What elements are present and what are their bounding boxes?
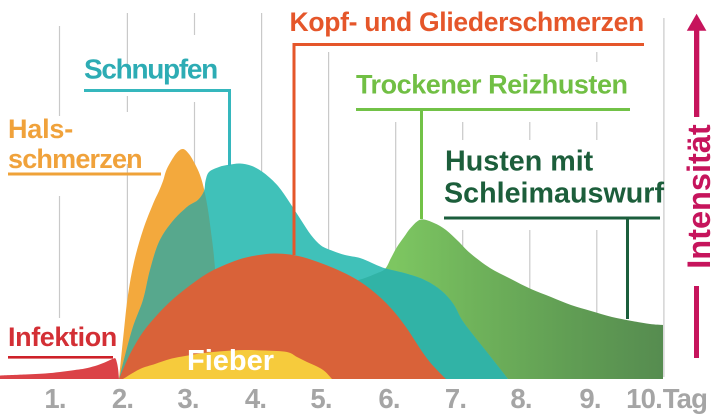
svg-text:Infektion: Infektion xyxy=(8,322,117,352)
svg-text:schmerzen: schmerzen xyxy=(8,144,142,174)
svg-text:10.: 10. xyxy=(626,383,662,414)
svg-text:Intensität: Intensität xyxy=(681,124,717,269)
svg-text:4.: 4. xyxy=(245,383,266,414)
svg-text:Fieber: Fieber xyxy=(187,345,274,377)
svg-text:Hals-: Hals- xyxy=(8,114,73,144)
svg-text:7.: 7. xyxy=(445,383,466,414)
svg-text:8.: 8. xyxy=(510,383,531,414)
svg-text:Husten mit: Husten mit xyxy=(445,146,594,178)
svg-text:2.: 2. xyxy=(112,383,133,414)
svg-text:3.: 3. xyxy=(177,383,198,414)
svg-text:5.: 5. xyxy=(310,383,331,414)
svg-text:Tag: Tag xyxy=(663,383,707,414)
svg-text:Kopf- und Gliederschmerzen: Kopf- und Gliederschmerzen xyxy=(290,7,644,37)
svg-text:Schleimauswurf: Schleimauswurf xyxy=(444,178,664,210)
svg-text:9.: 9. xyxy=(579,383,600,414)
svg-text:1.: 1. xyxy=(44,383,65,414)
svg-text:6.: 6. xyxy=(378,383,399,414)
svg-text:Trockener Reizhusten: Trockener Reizhusten xyxy=(356,70,628,100)
svg-text:Schnupfen: Schnupfen xyxy=(84,54,217,85)
